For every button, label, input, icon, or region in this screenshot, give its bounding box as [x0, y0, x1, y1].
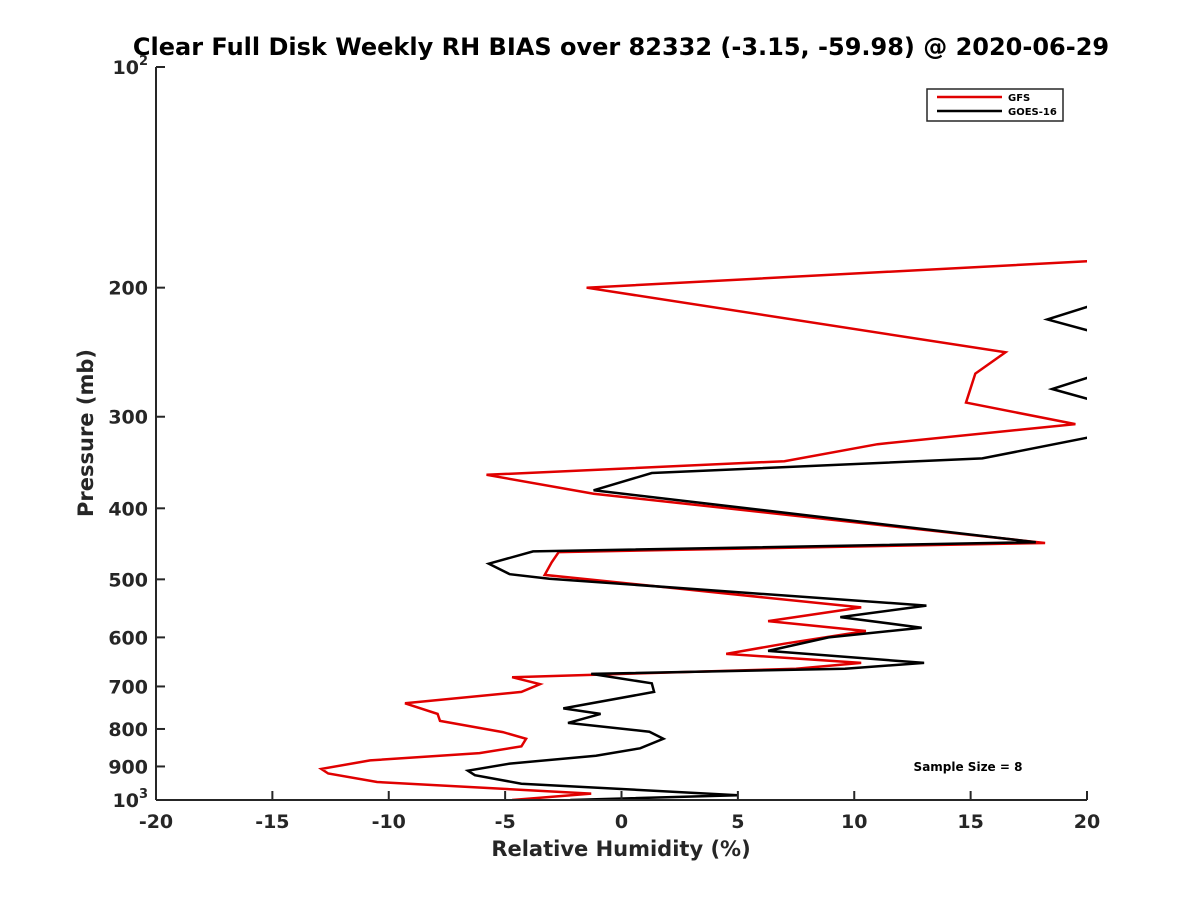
axes-layer: [155, 67, 1087, 801]
x-tick-label: 0: [615, 811, 628, 833]
x-tick-layer: -20 -15 -10 -5 0 5 10 15 20: [139, 791, 1100, 833]
sample-size-annotation: Sample Size = 8: [914, 760, 1023, 774]
y-tick-label: 500: [108, 569, 148, 591]
x-tick-label: 15: [957, 811, 983, 833]
series-line-goes16: [464, 305, 1087, 800]
y-tick-label: 900: [108, 756, 148, 778]
x-tick-label: 20: [1074, 811, 1100, 833]
x-tick-label: -10: [372, 811, 406, 833]
y-tick-label: 102: [113, 54, 149, 79]
legend-box: [926, 88, 1064, 122]
y-tick-label: 200: [108, 278, 148, 300]
x-tick-label: -15: [255, 811, 289, 833]
y-tick-label: 400: [108, 498, 148, 520]
x-tick-label: -5: [495, 811, 516, 833]
x-tick-label: 5: [731, 811, 744, 833]
y-tick-label: 103: [113, 787, 149, 812]
x-tick-label: 10: [841, 811, 867, 833]
legend: GFS GOES-16: [926, 88, 1064, 122]
series-line-gfs: [318, 259, 1087, 800]
x-axis-label: Relative Humidity (%): [491, 837, 750, 861]
chart-title: Clear Full Disk Weekly RH BIAS over 8233…: [133, 33, 1109, 61]
x-tick-label: -20: [139, 811, 173, 833]
y-tick-layer: 102 200 300 400 500 600 700 800 900 103: [108, 54, 165, 812]
series-layer: [318, 259, 1087, 800]
y-tick-label: 800: [108, 719, 148, 741]
y-tick-label: 300: [108, 407, 148, 429]
y-tick-label: 600: [108, 627, 148, 649]
y-tick-label: 700: [108, 676, 148, 698]
legend-label-goes16: GOES-16: [1008, 107, 1057, 118]
legend-label-gfs: GFS: [1008, 93, 1030, 104]
y-axis-label: Pressure (mb): [74, 349, 98, 517]
